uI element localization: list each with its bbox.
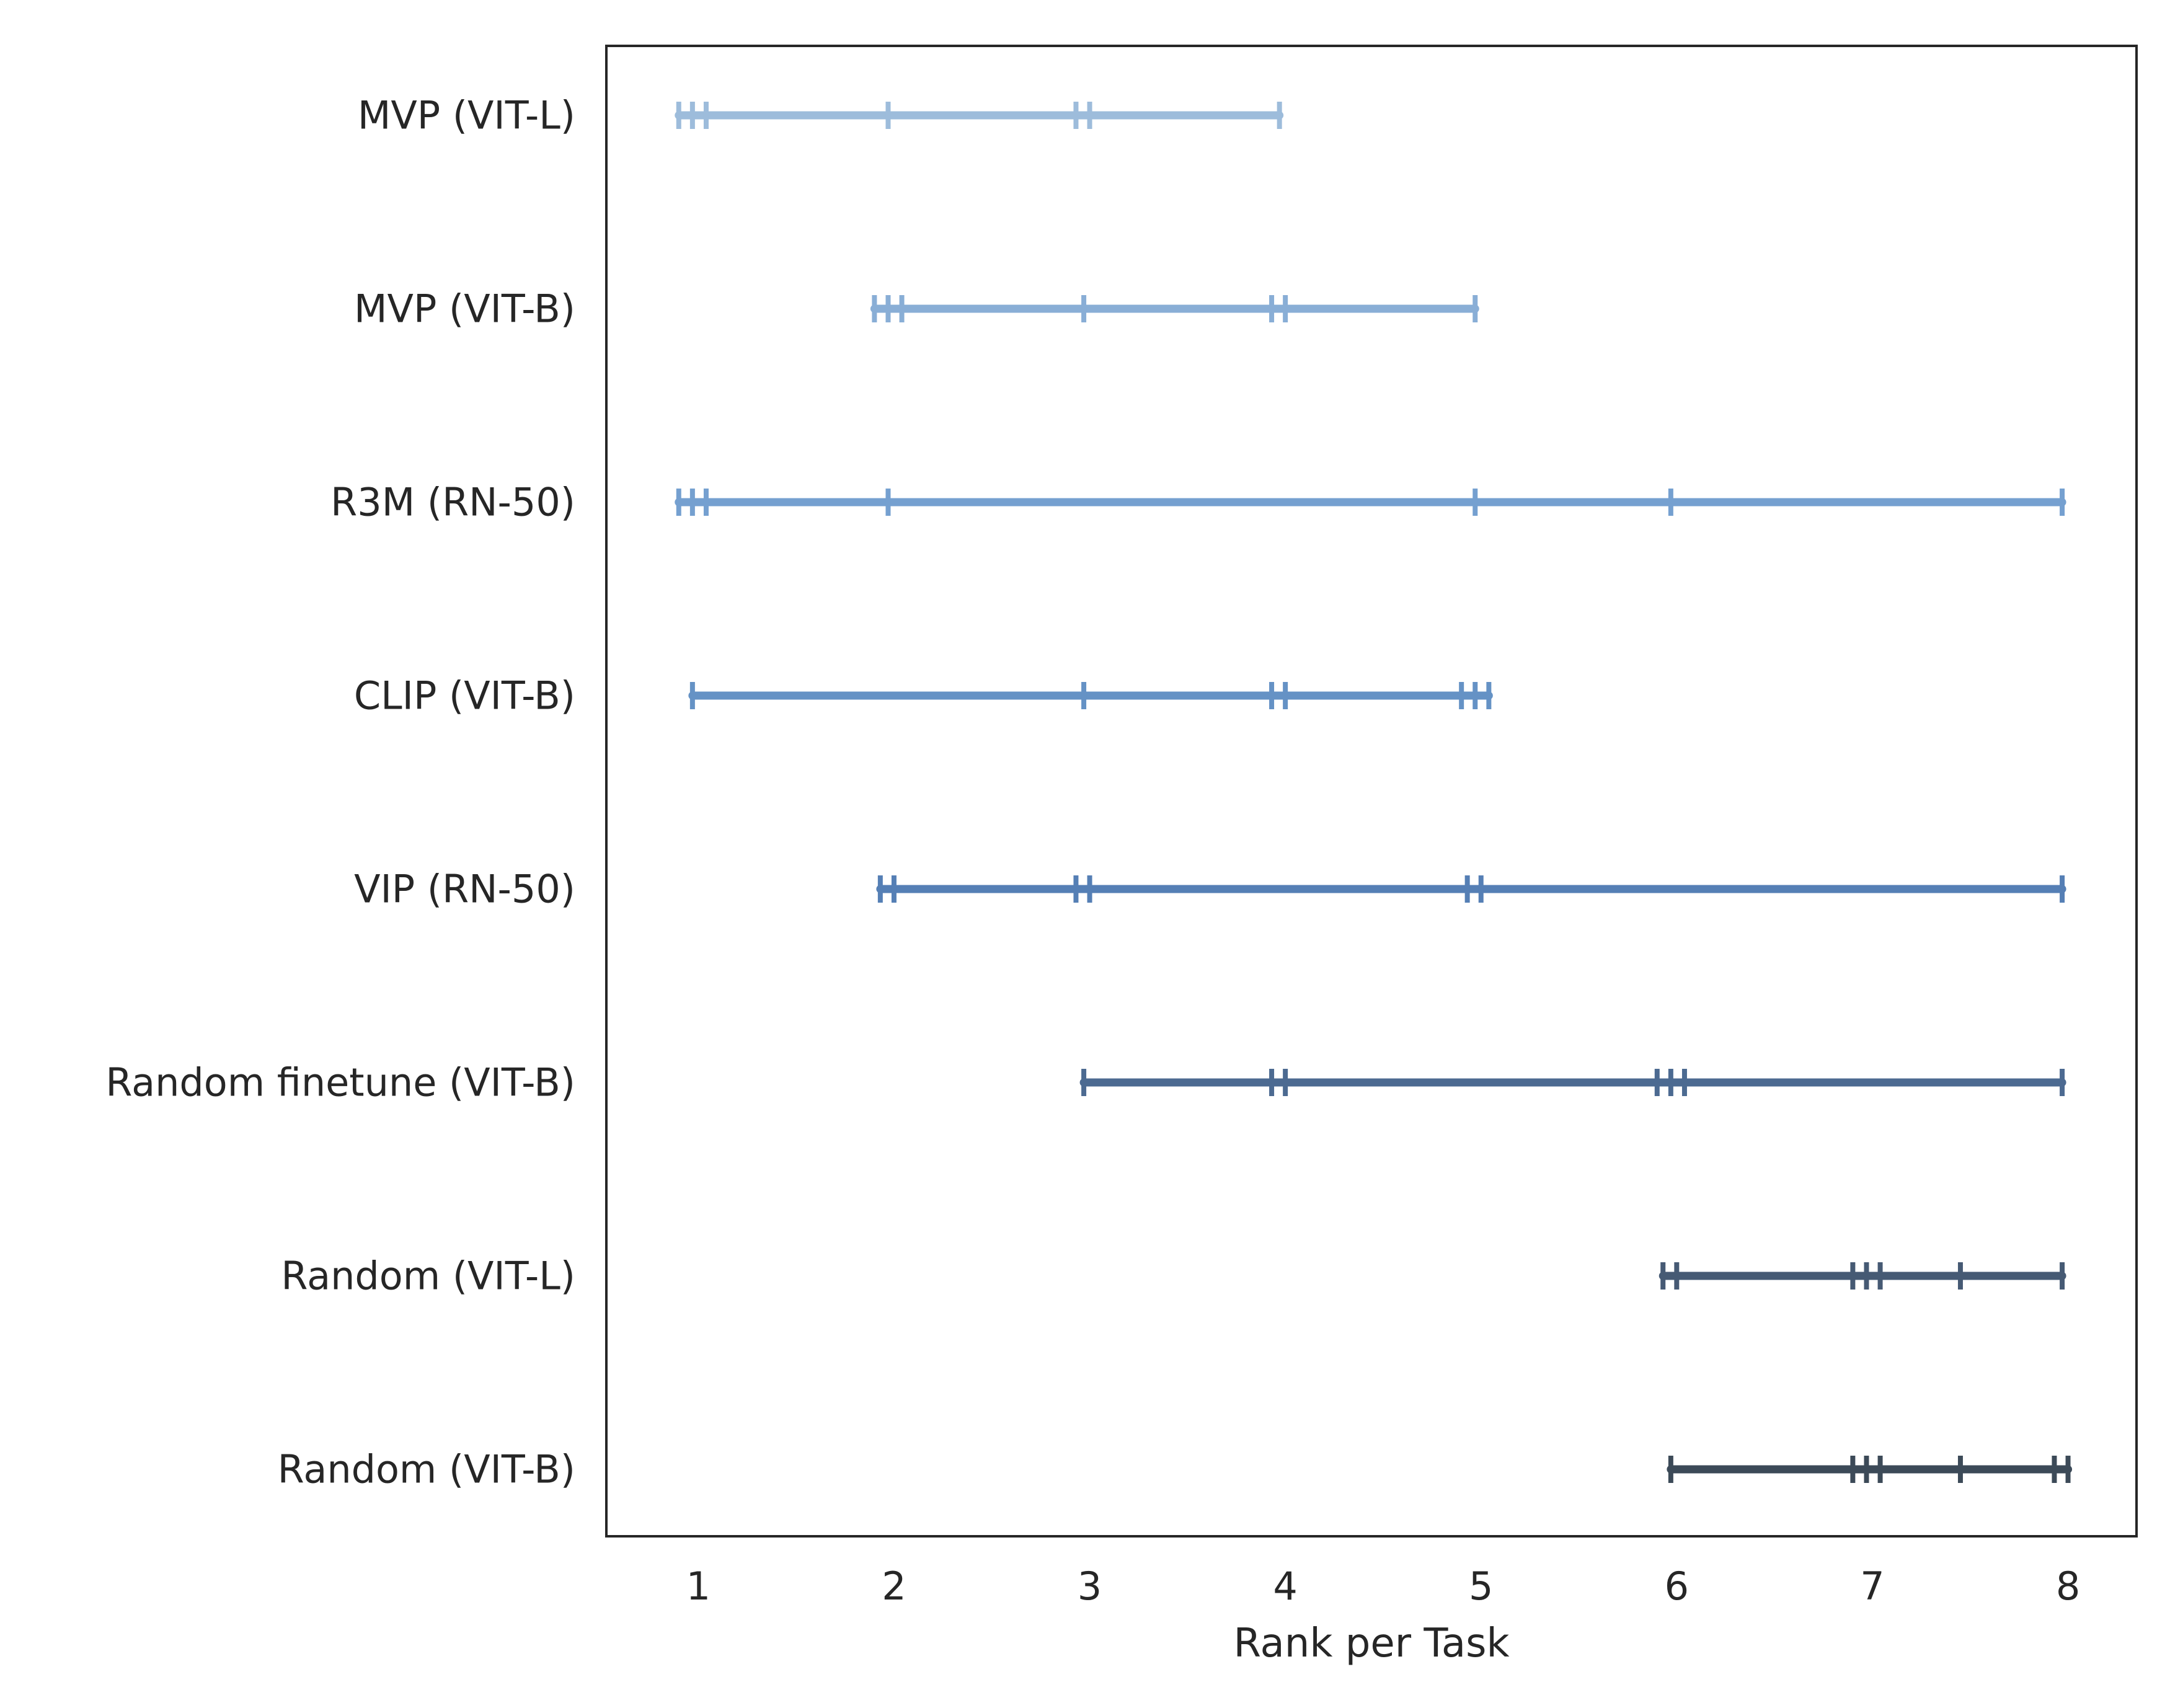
plot-frame [605, 45, 2138, 1538]
series-row: CLIP (VIT-B) [354, 673, 1493, 719]
series-row: R3M (RN-50) [330, 480, 2066, 525]
x-tick-label: 6 [1665, 1564, 1689, 1609]
y-tick-label: VIP (RN-50) [354, 867, 575, 912]
x-tick-label: 5 [1469, 1564, 1493, 1609]
series-row: VIP (RN-50) [354, 867, 2066, 912]
series-row: MVP (VIT-B) [354, 286, 1479, 332]
x-axis: 1 2 3 4 5 6 7 8 [686, 1564, 2081, 1609]
y-tick-label: Random (VIT-L) [281, 1254, 575, 1299]
series-row: Random finetune (VIT-B) [105, 1060, 2066, 1105]
y-tick-label: CLIP (VIT-B) [354, 673, 575, 719]
x-tick-label: 7 [1860, 1564, 1884, 1609]
x-tick-label: 2 [882, 1564, 906, 1609]
x-tick-label: 4 [1273, 1564, 1297, 1609]
x-tick-label: 3 [1078, 1564, 1102, 1609]
series-row: Random (VIT-B) [278, 1447, 2073, 1492]
series-row: MVP (VIT-L) [358, 93, 1284, 138]
x-tick-label: 8 [2056, 1564, 2080, 1609]
series-row: Random (VIT-L) [281, 1254, 2066, 1299]
y-tick-label: R3M (RN-50) [330, 480, 575, 525]
x-tick-label: 1 [686, 1564, 711, 1609]
y-tick-label: Random (VIT-B) [278, 1447, 575, 1492]
y-tick-label: Random finetune (VIT-B) [105, 1060, 575, 1105]
y-tick-label: MVP (VIT-L) [358, 93, 575, 138]
series-layer: MVP (VIT-L) MVP (VIT-B) R3M (RN-50) CLIP (V… [105, 93, 2073, 1492]
x-axis-label: Rank per Task [1233, 1621, 1509, 1666]
y-tick-label: MVP (VIT-B) [354, 286, 575, 332]
